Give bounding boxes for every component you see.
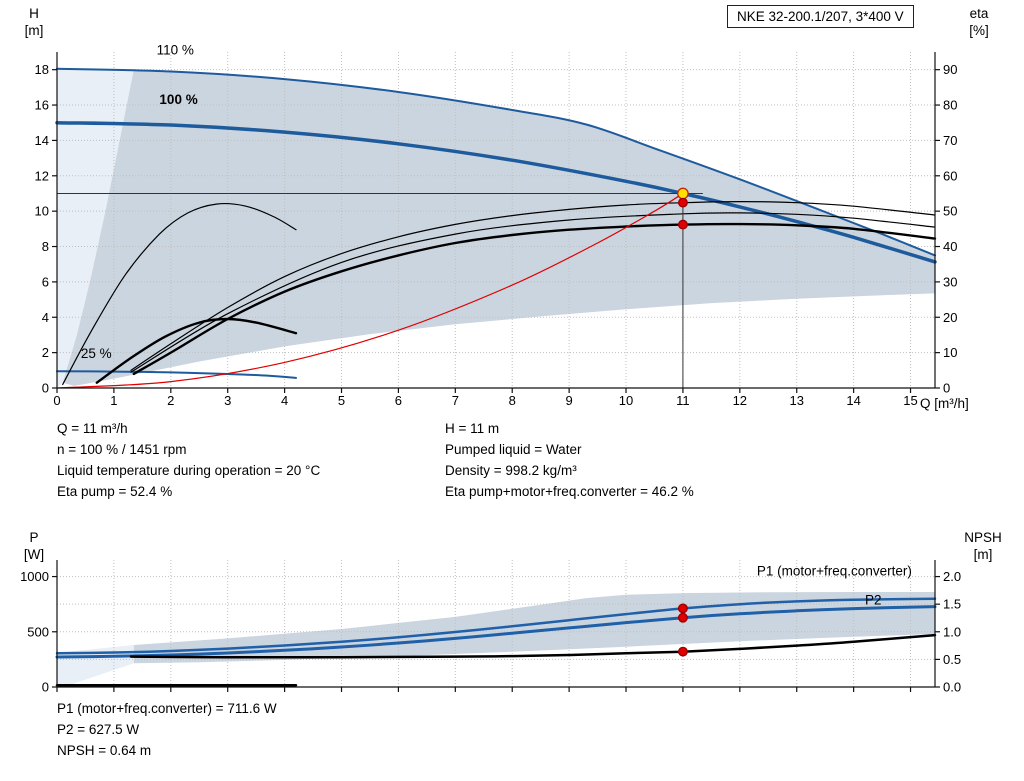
tick-label: 9 — [566, 393, 573, 408]
p2-curve — [55, 605, 937, 659]
tick-label: 70 — [943, 133, 957, 148]
tick-label: 4 — [281, 393, 288, 408]
power-results: P1 (motor+freq.converter) = 711.6 W P2 =… — [57, 698, 277, 761]
duty-results-right: H = 11 m Pumped liquid = Water Density =… — [445, 418, 694, 502]
tick-label: 3 — [224, 393, 231, 408]
result-npsh: NPSH = 0.64 m — [57, 743, 152, 758]
pump-title-box: NKE 32-200.1/207, 3*400 V — [727, 5, 914, 28]
tick-label: 6 — [42, 274, 49, 289]
tick-label: 16 — [35, 98, 49, 113]
curve-25pct — [56, 370, 297, 379]
curve-110pct — [56, 67, 936, 257]
tick-label: 90 — [943, 62, 957, 77]
eta-pump-25pct — [62, 202, 297, 386]
p-axis-label: P [W] — [23, 530, 45, 562]
p1-point — [677, 603, 688, 614]
tick-label: 500 — [27, 624, 49, 639]
eta-total-point — [677, 219, 688, 230]
result-eta-pump: Eta pump = 52.4 % — [57, 484, 173, 499]
tick-label: 15 — [903, 393, 917, 408]
tick-label: 0 — [53, 393, 60, 408]
tick-label: 0.5 — [943, 652, 961, 667]
tick-label: 5 — [338, 393, 345, 408]
tick-label: 8 — [509, 393, 516, 408]
label-p1: P1 (motor+freq.converter) — [757, 563, 912, 578]
tick-label: 14 — [35, 133, 49, 148]
tick-label: 8 — [42, 239, 49, 254]
tick-label: 80 — [943, 98, 957, 113]
tick-label: 1 — [110, 393, 117, 408]
tick-label: 6 — [395, 393, 402, 408]
result-p1: P1 (motor+freq.converter) = 711.6 W — [57, 701, 277, 716]
eta-total-100pct — [132, 222, 937, 376]
label-p2: P2 — [865, 593, 882, 608]
region-low-flow — [57, 68, 134, 389]
eta-axis-label: eta [%] — [969, 6, 989, 38]
result-eta-total: Eta pump+motor+freq.converter = 46.2 % — [445, 484, 694, 499]
tick-label: 1000 — [20, 569, 49, 584]
tick-label: 18 — [35, 62, 49, 77]
tick-label: 0.0 — [943, 680, 961, 695]
tick-label: 1.0 — [943, 624, 961, 639]
result-flow: Q = 11 m³/h — [57, 421, 128, 436]
result-pumped-liquid: Pumped liquid = Water — [445, 442, 582, 457]
tick-label: 1.5 — [943, 597, 961, 612]
tick-label: 0 — [943, 381, 950, 396]
tick-label: 60 — [943, 168, 957, 183]
tick-label: 14 — [846, 393, 860, 408]
label-25pct: 25 % — [81, 346, 112, 361]
tick-label: 0 — [42, 381, 49, 396]
tick-label: 4 — [42, 310, 49, 325]
tick-label: 30 — [943, 274, 957, 289]
control-curve — [56, 192, 684, 389]
eta-pump-motor-100pct — [130, 212, 936, 373]
eta-pump-point — [677, 197, 688, 208]
tick-label: 12 — [733, 393, 747, 408]
region-power-envelope — [133, 592, 936, 664]
tick-label: 11 — [676, 393, 690, 408]
label-100pct: 100 % — [159, 92, 197, 107]
tick-label: 10 — [619, 393, 633, 408]
label-110pct: 110 % — [157, 43, 194, 58]
tick-label: 2 — [42, 345, 49, 360]
tick-label: 7 — [452, 393, 459, 408]
p1-curve — [55, 597, 937, 655]
tick-label: 0 — [42, 680, 49, 695]
tick-label: 10 — [35, 204, 49, 219]
q-axis-label: Q [m³/h] — [920, 396, 969, 411]
npsh-axis-label: NPSH [m] — [964, 530, 1002, 562]
result-p2: P2 = 627.5 W — [57, 722, 140, 737]
tick-label: 13 — [789, 393, 803, 408]
tick-label: 2 — [167, 393, 174, 408]
eta-pump-100pct — [130, 200, 936, 371]
tick-label: 2.0 — [943, 569, 961, 584]
p2-point — [677, 612, 688, 623]
npsh-point — [677, 646, 688, 657]
tick-label: 50 — [943, 204, 957, 219]
tick-label: 20 — [943, 310, 957, 325]
duty-results-left: Q = 11 m³/h n = 100 % / 1451 rpm Liquid … — [57, 418, 320, 502]
npsh-curve — [129, 633, 937, 659]
h-axis-label: H [m] — [24, 6, 44, 38]
tick-label: 10 — [943, 345, 957, 360]
result-head: H = 11 m — [445, 421, 500, 436]
eta-total-25pct — [95, 317, 298, 384]
tick-label: 12 — [35, 168, 49, 183]
curve-100pct — [55, 120, 937, 264]
result-density: Density = 998.2 kg/m³ — [445, 463, 577, 478]
tick-label: 40 — [943, 239, 957, 254]
duty-point — [677, 187, 689, 200]
result-speed: n = 100 % / 1451 rpm — [57, 442, 187, 457]
result-liquid-temperature: Liquid temperature during operation = 20… — [57, 463, 321, 478]
